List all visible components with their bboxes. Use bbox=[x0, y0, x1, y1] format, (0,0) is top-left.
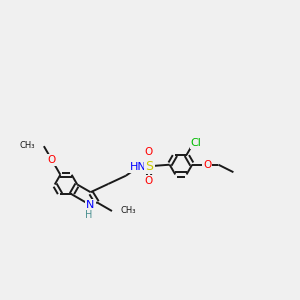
Text: O: O bbox=[47, 155, 56, 165]
Text: Cl: Cl bbox=[191, 138, 202, 148]
Text: CH₃: CH₃ bbox=[20, 141, 35, 150]
Text: CH₃: CH₃ bbox=[120, 206, 136, 215]
Text: H: H bbox=[85, 210, 93, 220]
Text: HN: HN bbox=[130, 162, 146, 172]
Text: N: N bbox=[86, 200, 94, 210]
Text: O: O bbox=[203, 160, 211, 170]
Text: S: S bbox=[146, 160, 153, 173]
Text: O: O bbox=[145, 176, 153, 186]
Text: O: O bbox=[145, 147, 153, 157]
